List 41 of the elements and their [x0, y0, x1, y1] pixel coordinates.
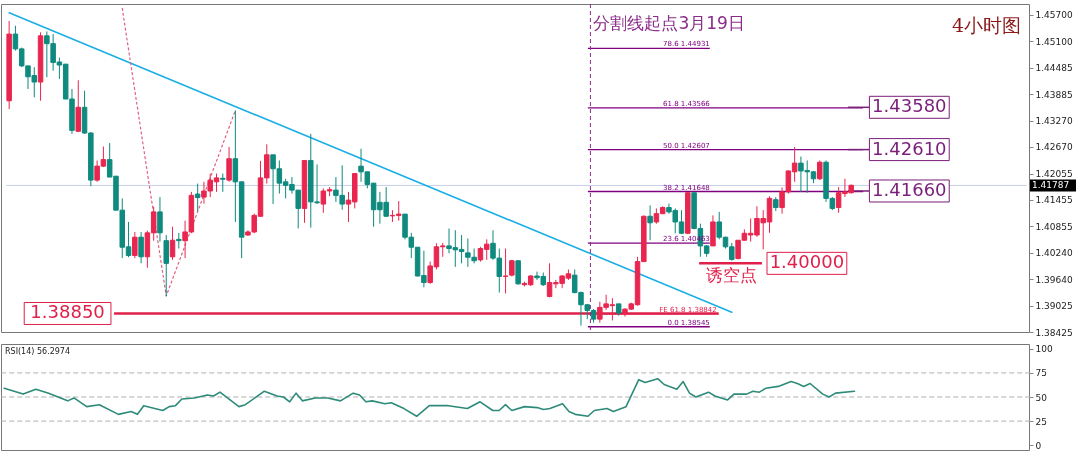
candlestick [220, 173, 226, 193]
candlestick [138, 231, 144, 264]
candlestick [226, 146, 232, 183]
y-tick-label: 1.38425 [1035, 327, 1073, 338]
ref-line-label: 1.38850 [30, 301, 105, 323]
y-tick-label: 1.40855 [1035, 221, 1073, 232]
y-tick-label: 1.39640 [1035, 274, 1073, 285]
candlestick [157, 196, 163, 243]
candlestick [132, 231, 138, 259]
ref-line-label: 1.40000 [769, 251, 845, 273]
y-tick-label: 1.45100 [1035, 36, 1073, 47]
candlestick [515, 260, 521, 286]
ref-line-label: 1.41787 [1032, 180, 1070, 191]
candlestick [163, 234, 169, 297]
ref-line-label: 1.42610 [872, 137, 947, 159]
candlestick [194, 183, 201, 212]
annotation: 分割线起点3月19日 [593, 13, 745, 33]
candlestick [817, 159, 823, 181]
annotation: 4小时图 [951, 14, 1021, 36]
y-tick-label: 50 [1035, 392, 1048, 403]
ref-line-label: 1.41660 [872, 178, 947, 200]
candlestick [710, 214, 716, 247]
y-tick-label: 1.41455 [1035, 195, 1073, 206]
y-tick-label: 1.40240 [1035, 248, 1073, 259]
y-tick-label: 1.44485 [1035, 63, 1073, 74]
y-tick-label: 75 [1035, 368, 1047, 379]
y-tick-label: 1.43885 [1035, 89, 1073, 100]
line-series [3, 377, 856, 418]
y-tick-label: 0 [1035, 440, 1042, 451]
y-tick-label: 1.45700 [1035, 10, 1073, 21]
y-tick-label: 1.39025 [1035, 301, 1073, 312]
candlestick [647, 204, 653, 241]
ref-line-label: 1.43580 [872, 95, 947, 117]
y-tick-label: 1.42670 [1035, 142, 1073, 153]
chart-title: RSI(14) 56.2974 [5, 347, 71, 356]
candlestick [75, 79, 82, 133]
y-tick-label: 1.42055 [1035, 169, 1073, 180]
y-tick-label: 100 [1035, 344, 1053, 355]
annotation: 诱空点 [706, 264, 758, 285]
y-tick-label: 1.43270 [1035, 116, 1073, 127]
y-tick-label: 25 [1035, 416, 1047, 427]
